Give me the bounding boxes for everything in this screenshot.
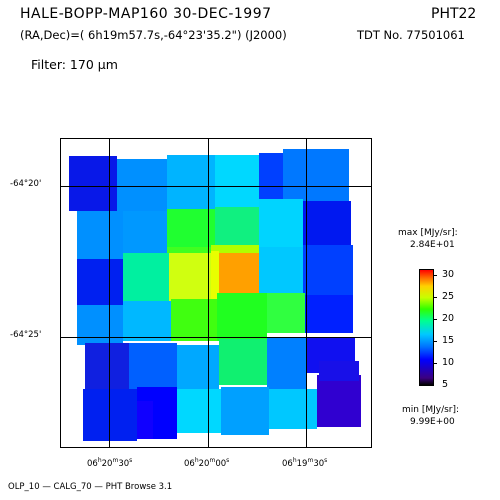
map-tile: [77, 259, 123, 309]
map-tile: [77, 305, 123, 345]
map-tile: [269, 389, 317, 429]
color-scale-tick: 20: [442, 313, 455, 324]
map-tile: [259, 199, 303, 247]
map-tile: [211, 245, 259, 255]
map-tile: [117, 159, 167, 211]
map-tile: [177, 345, 219, 389]
map-tile: [317, 375, 361, 427]
grid-line-ra-3: [306, 138, 307, 448]
map-tile: [177, 389, 221, 433]
map-tile: [123, 253, 169, 303]
intensity-map: [69, 149, 361, 441]
grid-line-dec-1: [60, 186, 372, 187]
sky-map-plot: [60, 138, 372, 448]
tdt-label: TDT No. 77501061: [357, 28, 465, 42]
color-scale-tick: 10: [442, 357, 455, 368]
grid-line-ra-1: [109, 138, 110, 448]
max-label: max [MJy/sr]:: [398, 228, 458, 238]
map-tile: [259, 247, 303, 293]
footer-text: OLP_10 — CALG_70 — PHT Browse 3.1: [8, 482, 173, 492]
map-tile: [83, 389, 137, 441]
map-tile: [167, 209, 215, 253]
ra-tick-label-1: 06h20m30s: [87, 457, 133, 469]
map-tile: [303, 245, 353, 295]
map-tile: [259, 153, 283, 207]
map-tile: [217, 293, 267, 341]
map-tile: [167, 247, 211, 257]
ra-tick-label-2: 06h20m00s: [184, 457, 230, 469]
map-title: HALE-BOPP-MAP160 30-DEC-1997: [20, 6, 272, 22]
dec-tick-label-2: -64°25': [10, 330, 42, 340]
map-tile: [267, 337, 307, 391]
map-tile: [283, 149, 349, 201]
color-scale-tick: 15: [442, 335, 455, 346]
max-value: 2.84E+01: [410, 240, 455, 250]
map-tile: [215, 207, 259, 247]
dec-tick-label-1: -64°20': [10, 179, 42, 189]
color-scale-tick: 25: [442, 291, 455, 302]
map-tile: [267, 293, 305, 333]
grid-line-dec-2: [60, 337, 372, 338]
ra-tick-label-3: 06h19m30s: [282, 457, 328, 469]
map-tile: [137, 401, 153, 439]
min-label: min [MJy/sr]:: [402, 405, 460, 415]
map-tile: [219, 253, 259, 293]
color-scale-tick: 30: [442, 269, 455, 280]
map-tile: [85, 343, 129, 391]
map-tile: [219, 339, 267, 385]
map-tile: [171, 299, 217, 341]
map-tile: [77, 211, 123, 261]
min-value: 9.99E+00: [410, 417, 455, 427]
map-tile: [129, 343, 177, 389]
map-tile: [123, 301, 171, 341]
coordinates-label: (RA,Dec)=( 6h19m57.7s,-64°23'35.2") (J20…: [20, 28, 287, 42]
map-tile: [215, 155, 259, 211]
map-tile: [305, 295, 353, 333]
map-tile: [303, 201, 351, 247]
map-tile: [169, 253, 211, 303]
map-tile: [221, 387, 269, 435]
map-tile: [211, 251, 219, 301]
color-scale-tick: 5: [442, 379, 449, 390]
map-tile: [123, 211, 167, 259]
map-tile: [167, 155, 215, 211]
color-scale-bar: [419, 269, 434, 386]
instrument-label: PHT22: [431, 6, 477, 22]
filter-label: Filter: 170 μm: [31, 57, 118, 72]
grid-line-ra-2: [208, 138, 209, 448]
map-tile: [319, 361, 359, 381]
